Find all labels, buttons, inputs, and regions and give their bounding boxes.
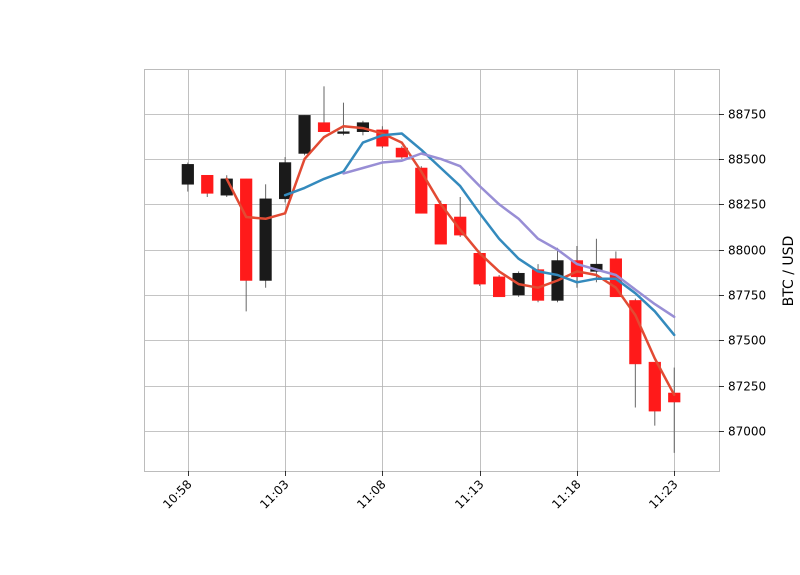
- moving-average-line-ma-long: [342, 152, 676, 319]
- x-tick-label: 11:08: [354, 477, 388, 511]
- x-axis: 10:58 11:03 11:08 11:13 11:18 11:23: [160, 471, 681, 512]
- moving-average-line-ma-short: [225, 124, 676, 397]
- candle-body-down: [493, 276, 506, 298]
- y-tick-label: 87500: [728, 334, 766, 348]
- y-tick-label: 88250: [728, 198, 766, 212]
- x-tick-label: 11:13: [452, 477, 486, 511]
- candle-body-down: [629, 300, 642, 365]
- y-tick-label: 88750: [728, 108, 766, 122]
- y-axis-label: BTC / USD: [781, 236, 797, 307]
- candle-body-down: [317, 122, 331, 132]
- y-tick-label: 87750: [728, 289, 766, 303]
- y-tick-label: 87250: [728, 380, 766, 394]
- candle-body-up: [337, 131, 350, 134]
- x-tick-label: 11:18: [549, 477, 583, 511]
- candles: [181, 86, 681, 453]
- plot-frame: [144, 69, 720, 472]
- y-tick-label: 88500: [728, 153, 766, 167]
- x-tick-label: 11:23: [646, 477, 680, 511]
- x-tick-label: 11:03: [257, 477, 291, 511]
- moving-average-lines: [225, 124, 676, 397]
- candle-body-up: [279, 162, 292, 200]
- candle-body-down: [240, 178, 253, 281]
- x-tick-label: 10:58: [160, 477, 194, 511]
- candle-body-down: [648, 361, 661, 412]
- y-tick-label: 87000: [728, 425, 766, 439]
- candle-body-up: [181, 164, 194, 185]
- candle-body-down: [201, 174, 214, 194]
- candle-body-up: [259, 198, 272, 281]
- candle-body-down: [570, 260, 584, 278]
- moving-average-line-ma-mid: [283, 132, 676, 337]
- candle-body-down: [415, 167, 428, 214]
- candle-body-down: [454, 216, 467, 236]
- y-axis: 87000 87250 87500 87750 88000 88250 88500 88750: [719, 108, 766, 439]
- candle-body-up: [298, 115, 311, 154]
- grid: [145, 70, 719, 471]
- y-tick-label: 88000: [728, 244, 766, 258]
